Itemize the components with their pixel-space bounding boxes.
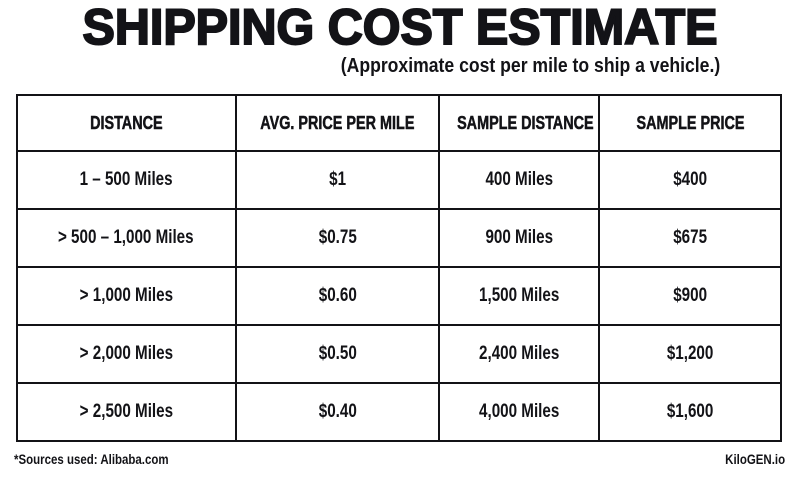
cell-sample-price: $1,200: [598, 324, 782, 384]
cell-sample-price: $675: [598, 208, 782, 268]
cell-distance: > 1,000 Miles: [16, 266, 237, 326]
cell-sample-price: $900: [598, 266, 782, 326]
column-header-label: DISTANCE: [89, 112, 163, 133]
cell-sample-distance: 1,500 Miles: [438, 266, 601, 326]
table-row: > 2,500 Miles $0.40 4,000 Miles $1,600: [16, 382, 782, 442]
table-row: > 500 – 1,000 Miles $0.75 900 Miles $675: [16, 208, 782, 268]
cell-value: 400 Miles: [485, 169, 554, 190]
page-subtitle-row: (Approximate cost per mile to ship a veh…: [0, 55, 720, 78]
cell-sample-distance: 900 Miles: [438, 208, 601, 268]
table-row: > 2,000 Miles $0.50 2,400 Miles $1,200: [16, 324, 782, 384]
cell-distance: > 2,500 Miles: [16, 382, 237, 442]
column-header-label: SAMPLE DISTANCE: [457, 112, 595, 133]
cell-value: > 2,500 Miles: [79, 401, 173, 422]
cell-avg-price: $0.40: [234, 382, 441, 442]
cell-value: $400: [673, 169, 707, 190]
cell-avg-price: $0.75: [234, 208, 441, 268]
cell-value: > 2,000 Miles: [79, 343, 173, 364]
cell-sample-price: $400: [598, 150, 782, 210]
column-header-sample-distance: SAMPLE DISTANCE: [438, 94, 601, 152]
cell-value: > 500 – 1,000 Miles: [58, 227, 195, 248]
cell-avg-price: $0.60: [234, 266, 441, 326]
cell-sample-price: $1,600: [598, 382, 782, 442]
page-subtitle: (Approximate cost per mile to ship a veh…: [340, 55, 720, 77]
cell-avg-price: $0.50: [234, 324, 441, 384]
cell-value: 1 – 500 Miles: [79, 169, 173, 190]
cell-value: $0.40: [318, 401, 357, 422]
cell-value: $1: [329, 169, 346, 190]
cell-value: 1,500 Miles: [479, 285, 560, 306]
column-header-avg-price-per-mile: AVG. PRICE PER MILE: [234, 94, 441, 152]
shipping-cost-table: DISTANCE AVG. PRICE PER MILE SAMPLE DIST…: [16, 94, 782, 442]
cell-sample-distance: 4,000 Miles: [438, 382, 601, 442]
brand-credit: KiloGEN.io: [725, 451, 785, 467]
cell-value: 2,400 Miles: [479, 343, 560, 364]
cell-distance: > 2,000 Miles: [16, 324, 237, 384]
cell-avg-price: $1: [234, 150, 441, 210]
cell-sample-distance: 2,400 Miles: [438, 324, 601, 384]
cell-sample-distance: 400 Miles: [438, 150, 601, 210]
cell-value: $1,600: [666, 401, 714, 422]
cell-value: $675: [673, 227, 707, 248]
column-header-label: SAMPLE PRICE: [636, 112, 745, 133]
cell-value: $1,200: [666, 343, 714, 364]
source-note: *Sources used: Alibaba.com: [14, 451, 169, 467]
table-row: 1 – 500 Miles $1 400 Miles $400: [16, 150, 782, 210]
column-header-label: AVG. PRICE PER MILE: [260, 112, 415, 133]
footer: *Sources used: Alibaba.com KiloGEN.io: [14, 451, 785, 467]
cell-distance: > 500 – 1,000 Miles: [16, 208, 237, 268]
table-row: > 1,000 Miles $0.60 1,500 Miles $900: [16, 266, 782, 326]
header-row: DISTANCE AVG. PRICE PER MILE SAMPLE DIST…: [16, 94, 782, 152]
cell-value: $900: [673, 285, 707, 306]
cell-value: $0.60: [318, 285, 357, 306]
column-header-distance: DISTANCE: [16, 94, 237, 152]
cell-value: 4,000 Miles: [479, 401, 560, 422]
cell-value: 900 Miles: [485, 227, 554, 248]
cell-value: > 1,000 Miles: [79, 285, 173, 306]
cell-value: $0.50: [318, 343, 357, 364]
page-title: SHIPPING COST ESTIMATE: [82, 0, 719, 55]
cell-distance: 1 – 500 Miles: [16, 150, 237, 210]
column-header-sample-price: SAMPLE PRICE: [598, 94, 782, 152]
cell-value: $0.75: [318, 227, 357, 248]
